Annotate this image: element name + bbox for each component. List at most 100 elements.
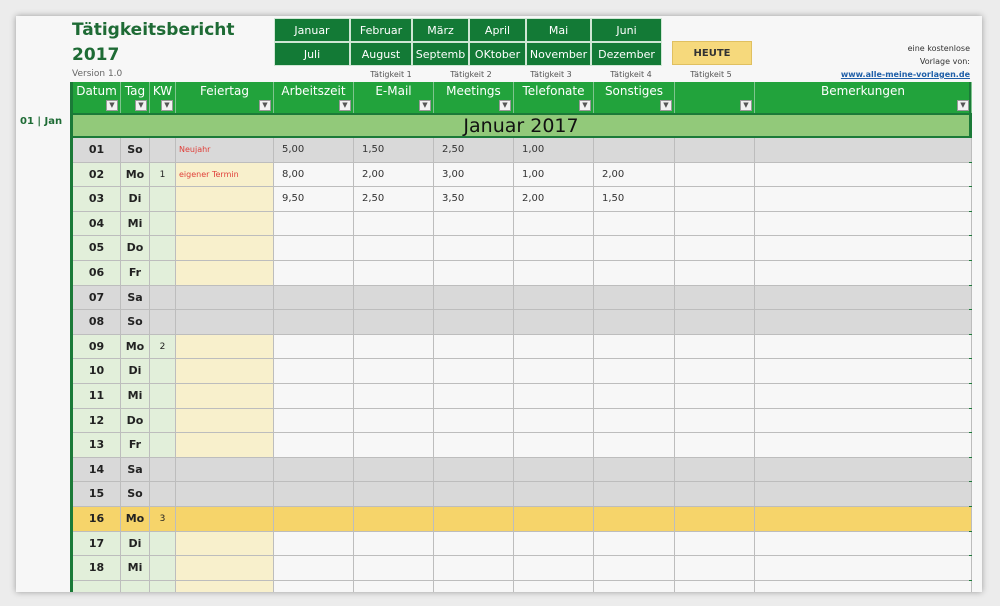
calls-cell[interactable] xyxy=(514,236,594,260)
week-cell[interactable] xyxy=(150,531,176,556)
activity5-cell[interactable] xyxy=(675,408,755,433)
week-cell[interactable] xyxy=(150,187,176,211)
worktime-cell[interactable] xyxy=(274,236,354,260)
weekday-cell[interactable]: Do xyxy=(121,408,150,433)
holiday-cell[interactable] xyxy=(176,236,274,260)
meetings-cell[interactable] xyxy=(434,285,514,310)
other-cell[interactable] xyxy=(594,482,675,506)
week-cell[interactable]: 1 xyxy=(150,162,176,187)
calls-cell[interactable] xyxy=(514,433,594,457)
date-cell[interactable]: 12 xyxy=(73,408,121,433)
worktime-cell[interactable] xyxy=(274,408,354,433)
worktime-cell[interactable] xyxy=(274,457,354,482)
date-cell[interactable]: 08 xyxy=(73,310,121,334)
calls-cell[interactable] xyxy=(514,334,594,359)
calls-cell[interactable] xyxy=(514,408,594,433)
month-button-oktober[interactable]: OKtober xyxy=(469,42,526,66)
month-button-märz[interactable]: März xyxy=(412,18,469,42)
holiday-cell[interactable] xyxy=(176,334,274,359)
weekday-cell[interactable]: Mi xyxy=(121,556,150,580)
week-cell[interactable] xyxy=(150,260,176,285)
meetings-cell[interactable] xyxy=(434,383,514,408)
holiday-cell[interactable] xyxy=(176,211,274,236)
email-cell[interactable] xyxy=(354,359,434,383)
email-cell[interactable] xyxy=(354,433,434,457)
other-cell[interactable] xyxy=(594,433,675,457)
meetings-cell[interactable] xyxy=(434,260,514,285)
remarks-cell[interactable] xyxy=(755,482,972,506)
other-cell[interactable] xyxy=(594,285,675,310)
week-cell[interactable]: 3 xyxy=(150,506,176,531)
activity5-cell[interactable] xyxy=(675,359,755,383)
remarks-cell[interactable] xyxy=(755,285,972,310)
week-cell[interactable] xyxy=(150,383,176,408)
holiday-cell[interactable] xyxy=(176,531,274,556)
week-cell[interactable]: 2 xyxy=(150,334,176,359)
email-cell[interactable]: 2,50 xyxy=(354,187,434,211)
meetings-cell[interactable] xyxy=(434,359,514,383)
meetings-cell[interactable] xyxy=(434,408,514,433)
other-cell[interactable] xyxy=(594,310,675,334)
other-cell[interactable] xyxy=(594,359,675,383)
date-cell[interactable]: 02 xyxy=(73,162,121,187)
email-cell[interactable]: 1,50 xyxy=(354,138,434,162)
activity5-cell[interactable] xyxy=(675,138,755,162)
activity5-cell[interactable] xyxy=(675,506,755,531)
meetings-cell[interactable] xyxy=(434,580,514,592)
holiday-cell[interactable] xyxy=(176,556,274,580)
remarks-cell[interactable] xyxy=(755,236,972,260)
email-cell[interactable]: 2,00 xyxy=(354,162,434,187)
weekday-cell[interactable]: Fr xyxy=(121,260,150,285)
month-button-septemb[interactable]: Septemb xyxy=(412,42,469,66)
holiday-cell[interactable] xyxy=(176,433,274,457)
date-cell[interactable]: 14 xyxy=(73,457,121,482)
week-cell[interactable] xyxy=(150,482,176,506)
date-cell[interactable]: 13 xyxy=(73,433,121,457)
remarks-cell[interactable] xyxy=(755,408,972,433)
week-cell[interactable] xyxy=(150,211,176,236)
date-cell[interactable]: 05 xyxy=(73,236,121,260)
date-cell[interactable]: 01 xyxy=(73,138,121,162)
filter-dropdown-icon[interactable]: ▼ xyxy=(106,100,118,111)
calls-cell[interactable] xyxy=(514,556,594,580)
email-cell[interactable] xyxy=(354,506,434,531)
other-cell[interactable] xyxy=(594,260,675,285)
weekday-cell[interactable]: Mo xyxy=(121,162,150,187)
remarks-cell[interactable] xyxy=(755,187,972,211)
date-cell[interactable]: 15 xyxy=(73,482,121,506)
worktime-cell[interactable] xyxy=(274,383,354,408)
other-cell[interactable] xyxy=(594,138,675,162)
worktime-cell[interactable] xyxy=(274,580,354,592)
other-cell[interactable] xyxy=(594,580,675,592)
activity5-cell[interactable] xyxy=(675,187,755,211)
week-cell[interactable] xyxy=(150,433,176,457)
meetings-cell[interactable] xyxy=(434,531,514,556)
activity5-cell[interactable] xyxy=(675,383,755,408)
calls-cell[interactable]: 1,00 xyxy=(514,162,594,187)
meetings-cell[interactable]: 3,50 xyxy=(434,187,514,211)
holiday-cell[interactable] xyxy=(176,187,274,211)
week-cell[interactable] xyxy=(150,556,176,580)
weekday-cell[interactable]: Do xyxy=(121,236,150,260)
activity5-cell[interactable] xyxy=(675,236,755,260)
other-cell[interactable]: 2,00 xyxy=(594,162,675,187)
calls-cell[interactable] xyxy=(514,383,594,408)
filter-dropdown-icon[interactable]: ▼ xyxy=(660,100,672,111)
worktime-cell[interactable] xyxy=(274,482,354,506)
activity5-cell[interactable] xyxy=(675,457,755,482)
email-cell[interactable] xyxy=(354,531,434,556)
weekday-cell[interactable]: Mo xyxy=(121,334,150,359)
filter-dropdown-icon[interactable]: ▼ xyxy=(419,100,431,111)
weekday-cell[interactable]: Di xyxy=(121,359,150,383)
filter-dropdown-icon[interactable]: ▼ xyxy=(957,100,969,111)
activity5-cell[interactable] xyxy=(675,580,755,592)
date-cell[interactable]: 04 xyxy=(73,211,121,236)
remarks-cell[interactable] xyxy=(755,556,972,580)
other-cell[interactable] xyxy=(594,383,675,408)
email-cell[interactable] xyxy=(354,408,434,433)
weekday-cell[interactable]: Di xyxy=(121,531,150,556)
worktime-cell[interactable]: 9,50 xyxy=(274,187,354,211)
holiday-cell[interactable] xyxy=(176,482,274,506)
calls-cell[interactable] xyxy=(514,580,594,592)
remarks-cell[interactable] xyxy=(755,531,972,556)
